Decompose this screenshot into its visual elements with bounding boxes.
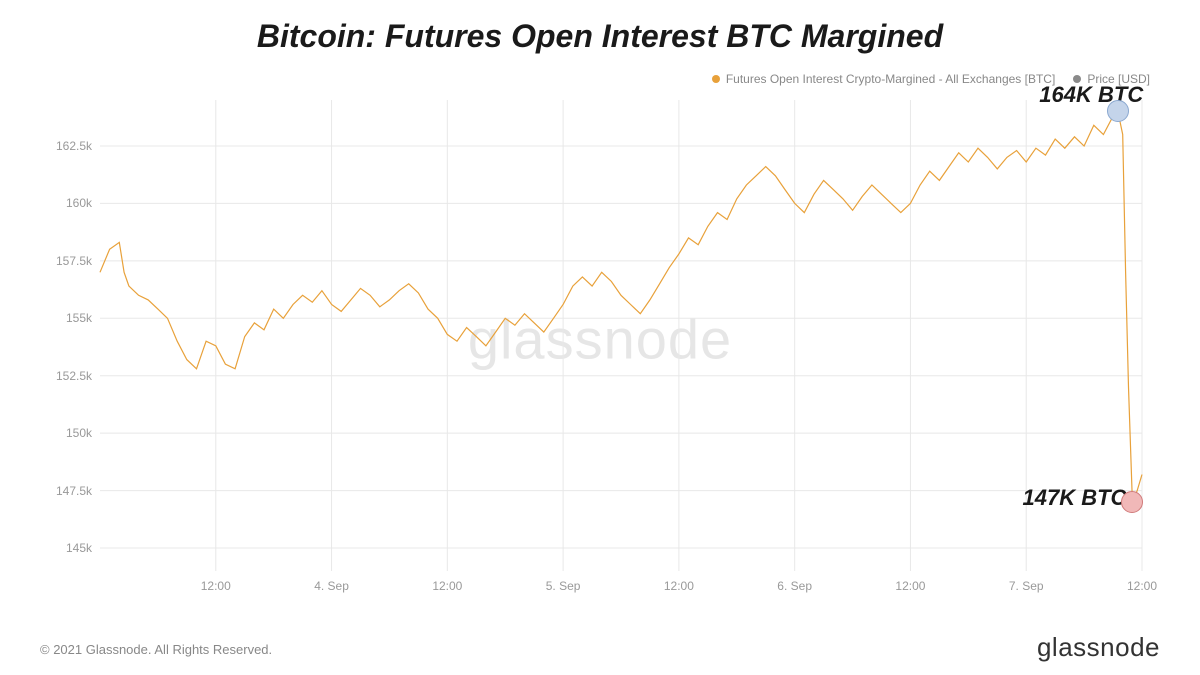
footer-brand: glassnode bbox=[1037, 632, 1160, 663]
ytick-label: 150k bbox=[40, 426, 92, 440]
xtick-label: 4. Sep bbox=[314, 579, 349, 593]
xtick-label: 12:00 bbox=[895, 579, 925, 593]
ytick-label: 145k bbox=[40, 541, 92, 555]
xtick-label: 7. Sep bbox=[1009, 579, 1044, 593]
chart-title: Bitcoin: Futures Open Interest BTC Margi… bbox=[0, 0, 1200, 55]
marker-high bbox=[1107, 100, 1129, 122]
ytick-label: 157.5k bbox=[40, 254, 92, 268]
xtick-label: 12:00 bbox=[432, 579, 462, 593]
xtick-label: 5. Sep bbox=[546, 579, 581, 593]
xtick-label: 12:00 bbox=[664, 579, 694, 593]
footer-copyright: © 2021 Glassnode. All Rights Reserved. bbox=[40, 642, 272, 657]
chart-svg bbox=[40, 72, 1160, 605]
xtick-label: 6. Sep bbox=[777, 579, 812, 593]
chart-area: Futures Open Interest Crypto-Margined - … bbox=[40, 72, 1160, 605]
marker-low bbox=[1121, 491, 1143, 513]
annotation-low: 147K BTC bbox=[1022, 485, 1126, 511]
xtick-label: 12:00 bbox=[201, 579, 231, 593]
ytick-label: 147.5k bbox=[40, 484, 92, 498]
ytick-label: 155k bbox=[40, 311, 92, 325]
ytick-label: 160k bbox=[40, 196, 92, 210]
xtick-label: 12:00 bbox=[1127, 579, 1157, 593]
ytick-label: 152.5k bbox=[40, 369, 92, 383]
annotation-high: 164K BTC bbox=[1039, 82, 1143, 108]
series-line bbox=[100, 112, 1142, 503]
ytick-label: 162.5k bbox=[40, 139, 92, 153]
